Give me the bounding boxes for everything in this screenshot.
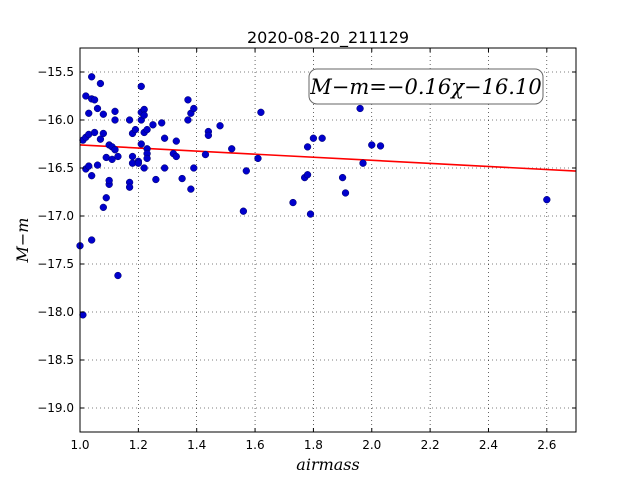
data-point [140, 164, 148, 172]
axis-ticks: 1.0 1.2 1.4 1.6 1.8 2.0 2.2 2.4 2.6 −15.5 −16.0 −16… [37, 48, 576, 452]
data-point [90, 96, 99, 104]
data-point [90, 128, 99, 137]
data-point [254, 154, 262, 163]
data-point [125, 183, 134, 191]
x-tick-label: 1.4 [187, 438, 206, 452]
data-point [184, 116, 192, 124]
data-point [143, 125, 151, 134]
data-point [187, 185, 195, 193]
data-point [376, 142, 385, 150]
data-point [99, 203, 107, 212]
x-tick-label: 1.8 [304, 438, 323, 452]
data-point [111, 107, 119, 116]
data-point [108, 155, 116, 164]
data-point [341, 189, 350, 197]
data-point [96, 79, 105, 88]
data-point [125, 116, 134, 124]
data-point [134, 159, 143, 167]
data-point [102, 194, 110, 202]
data-points [76, 73, 551, 319]
data-point [88, 73, 96, 81]
data-point [239, 207, 248, 215]
data-point [88, 236, 96, 244]
data-point [99, 110, 107, 118]
x-tick-label: 1.6 [246, 438, 265, 452]
data-point [111, 146, 119, 154]
data-point [114, 152, 122, 161]
data-point [96, 135, 105, 143]
data-point [82, 92, 90, 100]
data-point [131, 125, 140, 134]
x-tick-label: 1.0 [70, 438, 89, 452]
data-point [143, 154, 151, 163]
data-point [85, 162, 93, 170]
y-tick-label: −15.5 [37, 65, 74, 79]
y-tick-label: −16.0 [37, 113, 74, 127]
fit-equation: M−m=−0.16χ−16.10 [309, 75, 541, 99]
data-point [303, 171, 312, 179]
data-point [338, 173, 347, 182]
y-tick-label: −18.5 [37, 353, 74, 367]
y-tick-label: −18.0 [37, 305, 74, 319]
data-point [93, 104, 102, 113]
y-tick-label: −17.0 [37, 209, 74, 223]
fit-equation-box: M−m=−0.16χ−16.10 [308, 68, 544, 105]
data-point [228, 145, 236, 153]
data-point [184, 96, 192, 104]
data-point [128, 152, 137, 161]
data-point [309, 134, 318, 142]
x-tick-label: 2.4 [479, 438, 498, 452]
data-point [318, 134, 326, 142]
x-tick-label: 2.6 [537, 438, 556, 452]
data-point [160, 164, 169, 172]
data-point [359, 159, 367, 167]
y-tick-label: −19.0 [37, 401, 74, 415]
data-point [149, 121, 157, 129]
x-tick-label: 1.2 [129, 438, 148, 452]
data-point [201, 150, 210, 159]
data-point [137, 82, 145, 91]
x-tick-label: 2.2 [421, 438, 440, 452]
data-point [137, 140, 145, 148]
data-point [306, 210, 315, 218]
data-point [368, 141, 376, 149]
y-tick-label: −17.5 [37, 257, 74, 271]
plot-frame [79, 47, 577, 433]
x-axis-label: airmass [296, 455, 359, 474]
data-point [303, 143, 312, 151]
data-point [111, 116, 119, 124]
data-point [93, 161, 102, 169]
data-point [160, 134, 169, 142]
fit-equation-frame [308, 68, 544, 105]
data-point [190, 164, 198, 172]
data-point [543, 196, 551, 204]
y-axis-label: M−m [13, 218, 32, 264]
data-point [204, 131, 213, 140]
data-point [178, 174, 186, 183]
data-point [140, 111, 148, 119]
grid-lines [79, 48, 576, 432]
fit-line [79, 144, 577, 172]
data-point [172, 137, 180, 145]
data-point [190, 104, 198, 113]
data-point [356, 104, 364, 113]
data-point [114, 271, 122, 280]
chart-title: 2020-08-20_211129 [247, 28, 409, 48]
y-tick-label: −16.5 [37, 161, 74, 175]
data-point [152, 175, 160, 184]
x-tick-label: 2.0 [362, 438, 381, 452]
data-point [105, 176, 113, 185]
data-point [172, 152, 180, 161]
data-point [289, 198, 297, 207]
data-point [158, 119, 166, 127]
data-point [242, 167, 250, 175]
data-point [85, 109, 93, 117]
data-point [99, 129, 107, 138]
data-point [257, 108, 265, 116]
data-point [216, 122, 224, 130]
data-point [88, 172, 96, 180]
